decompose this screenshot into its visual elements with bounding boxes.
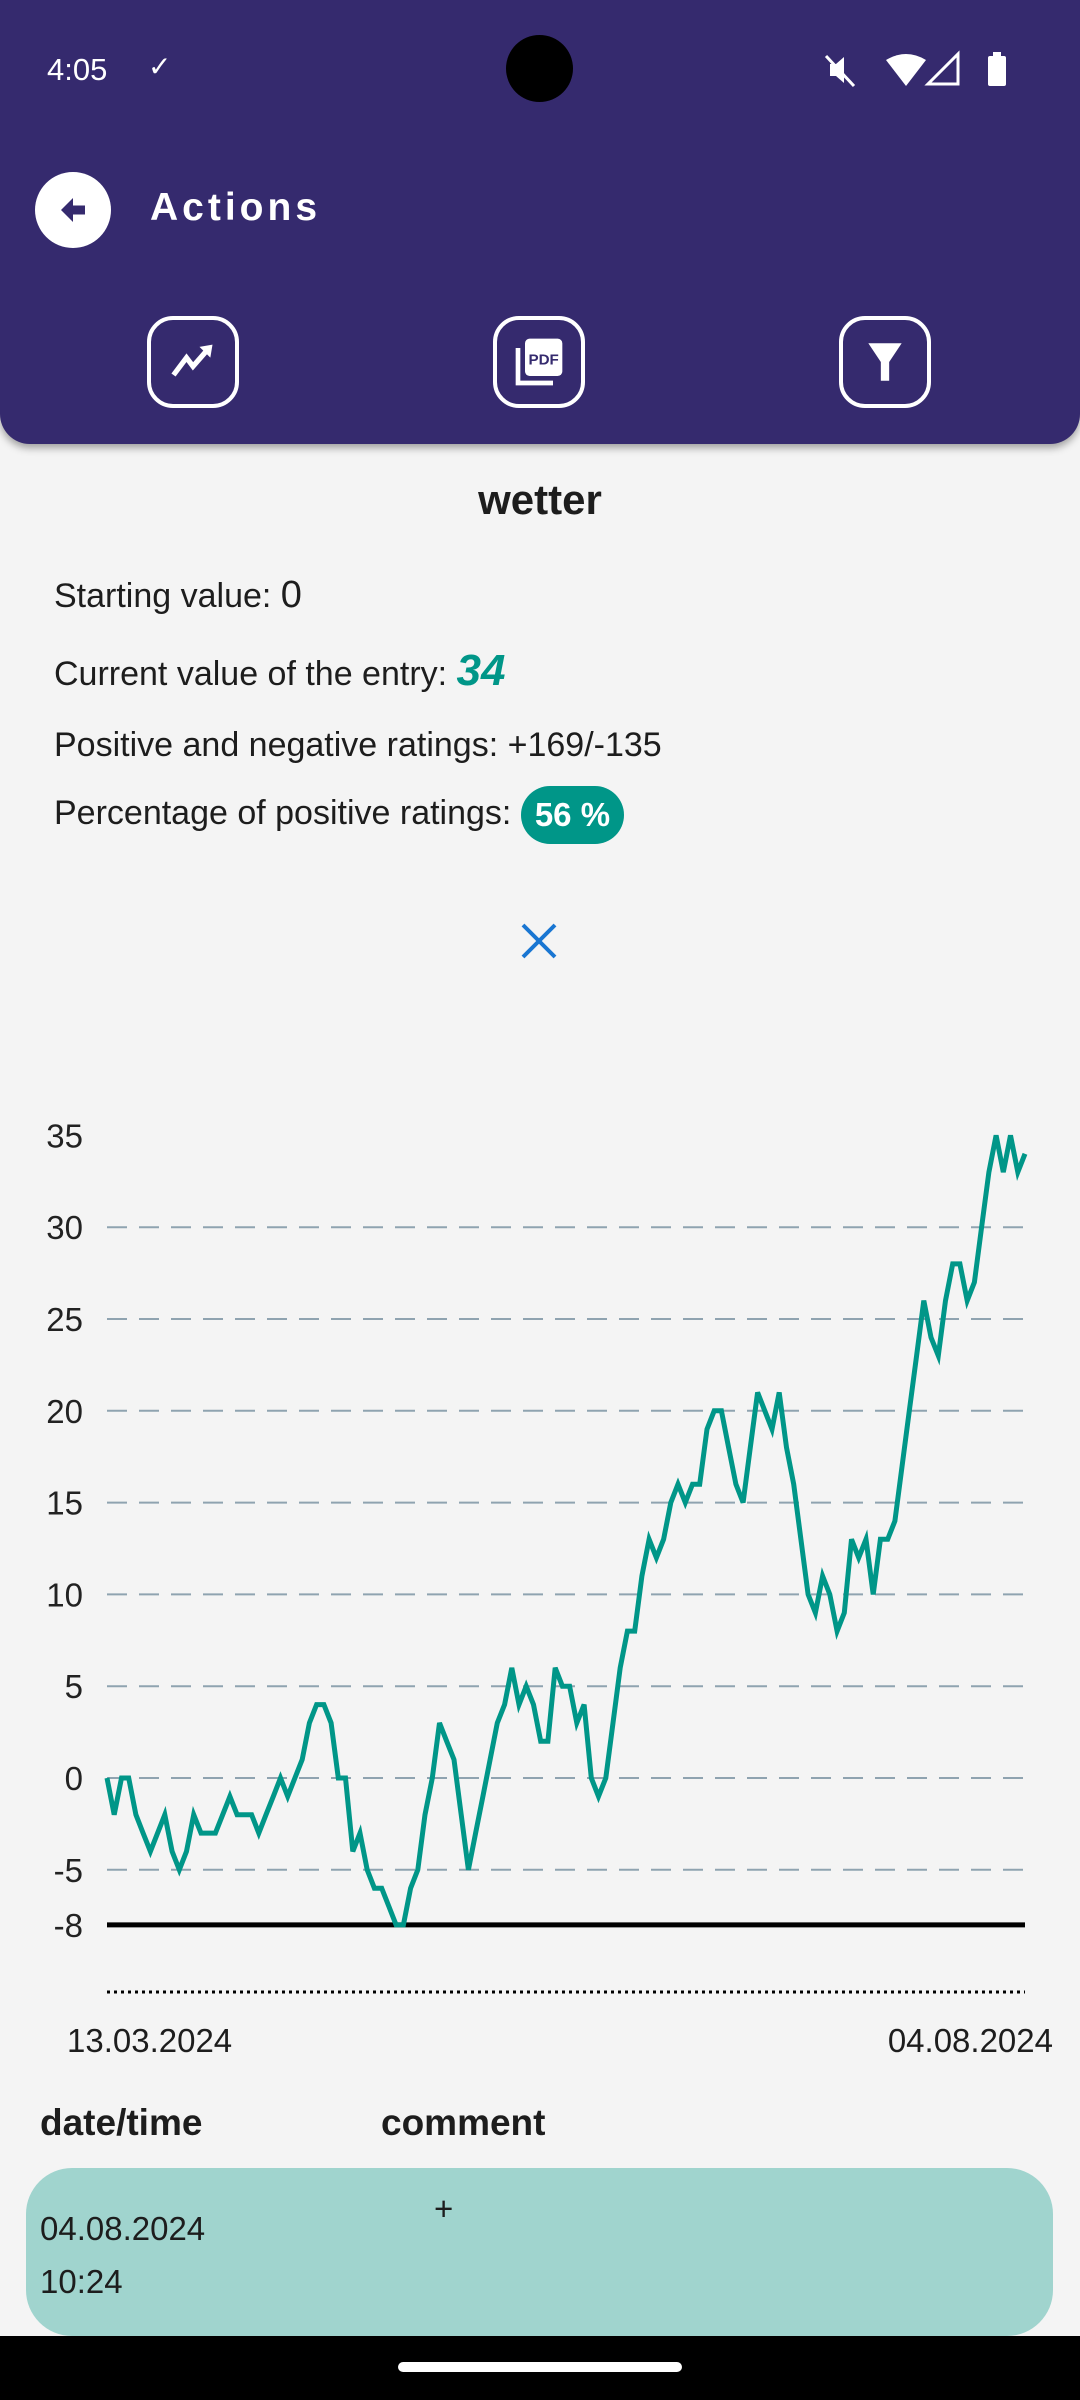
close-icon	[521, 923, 557, 959]
y-tick-label: 25	[46, 1301, 83, 1338]
ratings-label: Positive and negative ratings:	[54, 726, 508, 764]
row-date: 04.08.2024	[40, 2210, 206, 2247]
row-comment: +	[434, 2190, 454, 2227]
signal-icon	[924, 50, 960, 86]
y-tick-label: -8	[54, 1907, 83, 1944]
y-tick-label: 0	[65, 1760, 83, 1797]
close-chart-button[interactable]	[519, 921, 559, 961]
system-nav-bar	[0, 2336, 1080, 2400]
y-tick-label: 5	[65, 1668, 83, 1705]
battery-icon	[988, 56, 1006, 86]
chart-button[interactable]	[147, 316, 239, 408]
filter-button[interactable]	[839, 316, 931, 408]
y-tick-label: 30	[46, 1209, 83, 1246]
table-row[interactable]: 04.08.2024 10:24 +	[26, 2168, 1053, 2336]
page-title: Actions	[150, 186, 322, 229]
percentage-label: Percentage of positive ratings:	[54, 793, 521, 832]
y-tick-label: 10	[46, 1576, 83, 1613]
current-value-line: Current value of the entry: 34	[54, 646, 506, 696]
y-tick-label: 35	[46, 1117, 83, 1154]
series-line	[104, 1134, 1028, 1928]
x-label-start: 13.03.2024	[67, 2022, 233, 2059]
ratings-line: Positive and negative ratings: +169/-135	[54, 726, 662, 765]
back-button[interactable]	[35, 172, 111, 248]
camera-cutout	[506, 35, 573, 102]
app-header: 4:05 ✓ Actions PDF	[0, 0, 1080, 444]
percentage-line: Percentage of positive ratings: 56 %	[54, 786, 625, 844]
filter-icon	[868, 343, 902, 381]
pdf-export-button[interactable]: PDF	[493, 316, 585, 408]
current-value: 34	[456, 646, 506, 695]
y-tick-label: -5	[54, 1852, 83, 1889]
row-time: 10:24	[40, 2263, 123, 2300]
mute-icon	[824, 54, 856, 88]
trending-up-icon	[171, 344, 213, 377]
column-header-date: date/time	[40, 2102, 203, 2143]
percentage-badge: 56 %	[520, 786, 625, 844]
download-done-icon: ✓	[148, 51, 172, 82]
status-icons	[824, 50, 1006, 88]
starting-label: Starting value:	[54, 577, 281, 615]
starting-value: 0	[280, 574, 302, 616]
arrow-back-icon	[61, 198, 85, 222]
wifi-icon	[886, 54, 926, 86]
column-header-comment: comment	[381, 2102, 546, 2143]
y-tick-label: 15	[46, 1485, 83, 1522]
status-time: 4:05	[47, 52, 108, 87]
starting-value-line: Starting value: 0	[54, 574, 302, 617]
entry-name: wetter	[478, 476, 602, 523]
pdf-icon: PDF	[515, 338, 563, 386]
home-handle[interactable]	[398, 2362, 682, 2372]
svg-text:PDF: PDF	[529, 351, 559, 368]
current-label: Current value of the entry:	[54, 655, 457, 693]
x-label-end: 04.08.2024	[887, 2022, 1053, 2059]
y-tick-label: 20	[46, 1393, 83, 1430]
line-chart: 35 30 25 20 15 10 5 0 -5 -8	[46, 1117, 1028, 1994]
ratings-value: +169/-135	[507, 726, 662, 764]
